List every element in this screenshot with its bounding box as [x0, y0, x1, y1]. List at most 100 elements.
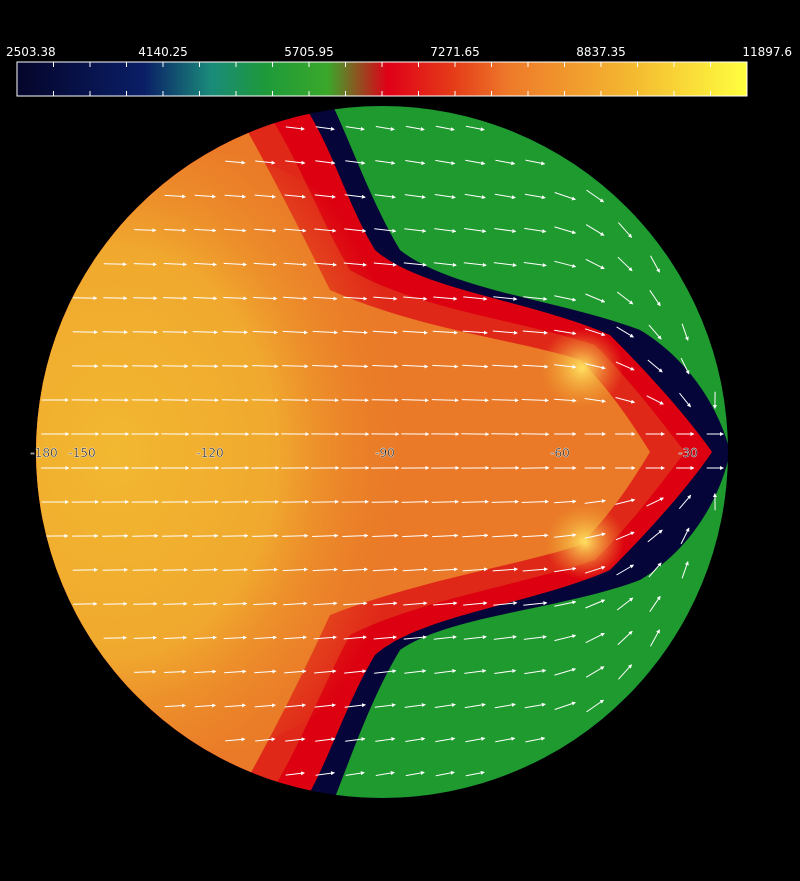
- wind-vector: [253, 635, 277, 640]
- longitude-label: -180: [30, 446, 57, 460]
- wind-vector: [343, 635, 367, 640]
- wind-vector: [255, 160, 276, 165]
- wind-vector: [617, 630, 633, 646]
- wind-vector: [616, 597, 634, 611]
- wind-vector: [225, 737, 246, 742]
- wind-vector: [372, 364, 399, 369]
- wind-vector: [463, 635, 487, 640]
- wind-vector: [372, 330, 398, 335]
- wind-vector: [252, 533, 279, 538]
- wind-vector: [433, 601, 458, 606]
- wind-vector: [342, 567, 368, 572]
- wind-vector: [402, 364, 429, 369]
- wind-vector: [372, 567, 398, 572]
- wind-vector: [222, 330, 248, 335]
- wind-vector: [433, 635, 457, 640]
- wind-vector: [285, 771, 305, 776]
- wind-vector: [554, 600, 577, 607]
- wind-vector: [282, 533, 309, 538]
- wind-vector: [375, 160, 396, 165]
- wind-vector: [616, 326, 634, 338]
- wind-vector: [312, 364, 339, 369]
- wind-vector: [434, 194, 456, 199]
- wind-vector: [523, 296, 548, 301]
- wind-vector: [494, 702, 516, 709]
- wind-vector: [554, 192, 576, 201]
- wind-vector: [132, 567, 158, 572]
- wind-vector: [315, 771, 335, 776]
- wind-vector: [164, 228, 187, 233]
- wind-vector: [253, 296, 278, 301]
- wind-vector: [405, 737, 426, 742]
- wind-vector: [491, 398, 519, 403]
- colorbar-tick-label: 7271.65: [430, 45, 480, 59]
- longitude-label: -30: [678, 446, 698, 460]
- wind-vector: [618, 222, 633, 238]
- colorbar: 2503.38 4140.25 5705.95 7271.65 8837.35 11897…: [6, 45, 792, 97]
- wind-vector: [224, 669, 247, 674]
- wind-vector: [584, 499, 606, 504]
- wind-vector: [404, 669, 427, 674]
- wind-vector: [465, 770, 485, 777]
- wind-vector: [681, 323, 689, 341]
- wind-vector: [554, 364, 577, 369]
- wind-vector: [192, 533, 219, 538]
- wind-vector: [313, 262, 337, 267]
- wind-vector: [585, 632, 605, 644]
- wind-vector: [403, 262, 427, 267]
- wind-vector: [343, 601, 368, 606]
- wind-vector: [584, 398, 606, 403]
- wind-vector: [283, 635, 307, 640]
- wind-vector: [584, 363, 606, 370]
- wind-vector: [311, 499, 339, 504]
- wind-vector: [133, 296, 158, 301]
- wind-vector: [616, 291, 634, 305]
- wind-vector: [311, 398, 339, 403]
- wind-vector: [461, 499, 489, 504]
- wind-vector: [373, 296, 398, 301]
- wind-vector: [491, 499, 519, 504]
- wind-vector: [464, 193, 486, 200]
- wind-vector: [647, 359, 663, 373]
- wind-vector: [524, 702, 546, 709]
- wind-vector: [284, 703, 306, 708]
- vector-field: [41, 125, 724, 777]
- wind-vector: [133, 601, 158, 606]
- wind-vector: [615, 531, 635, 541]
- wind-vector: [433, 262, 457, 267]
- wind-vector: [342, 364, 369, 369]
- wind-vector: [495, 159, 516, 166]
- wind-vector: [554, 295, 577, 302]
- colorbar-tick-label: 2503.38: [6, 45, 56, 59]
- wind-vector: [103, 296, 128, 301]
- wind-vector: [401, 499, 429, 504]
- colorbar-tick-label: 4140.25: [138, 45, 188, 59]
- wind-vector: [586, 189, 605, 203]
- wind-vector: [434, 228, 457, 233]
- wind-vector: [493, 262, 517, 267]
- wind-vector: [341, 499, 369, 504]
- wind-vector: [585, 293, 606, 303]
- wind-vector: [464, 669, 487, 674]
- wind-vector: [464, 228, 487, 234]
- wind-vector: [650, 255, 660, 273]
- longitude-label: -90: [375, 446, 395, 460]
- wind-vector: [344, 194, 366, 199]
- wind-vector: [314, 669, 337, 674]
- wind-vector: [163, 262, 187, 267]
- wind-vector: [554, 533, 577, 538]
- wind-vector: [462, 567, 488, 572]
- wind-vector: [523, 262, 547, 268]
- wind-vector: [584, 532, 606, 539]
- wind-vector: [343, 296, 368, 301]
- colorbar-tick-label: 8837.35: [576, 45, 626, 59]
- wind-vector: [285, 737, 306, 742]
- wind-vector: [554, 566, 577, 573]
- wind-vector: [371, 499, 399, 504]
- wind-vector: [554, 226, 577, 235]
- wind-vector: [615, 361, 635, 371]
- wind-vector: [193, 262, 217, 267]
- wind-vector: [435, 770, 455, 777]
- wind-vector: [345, 737, 366, 742]
- wind-vector: [648, 324, 662, 340]
